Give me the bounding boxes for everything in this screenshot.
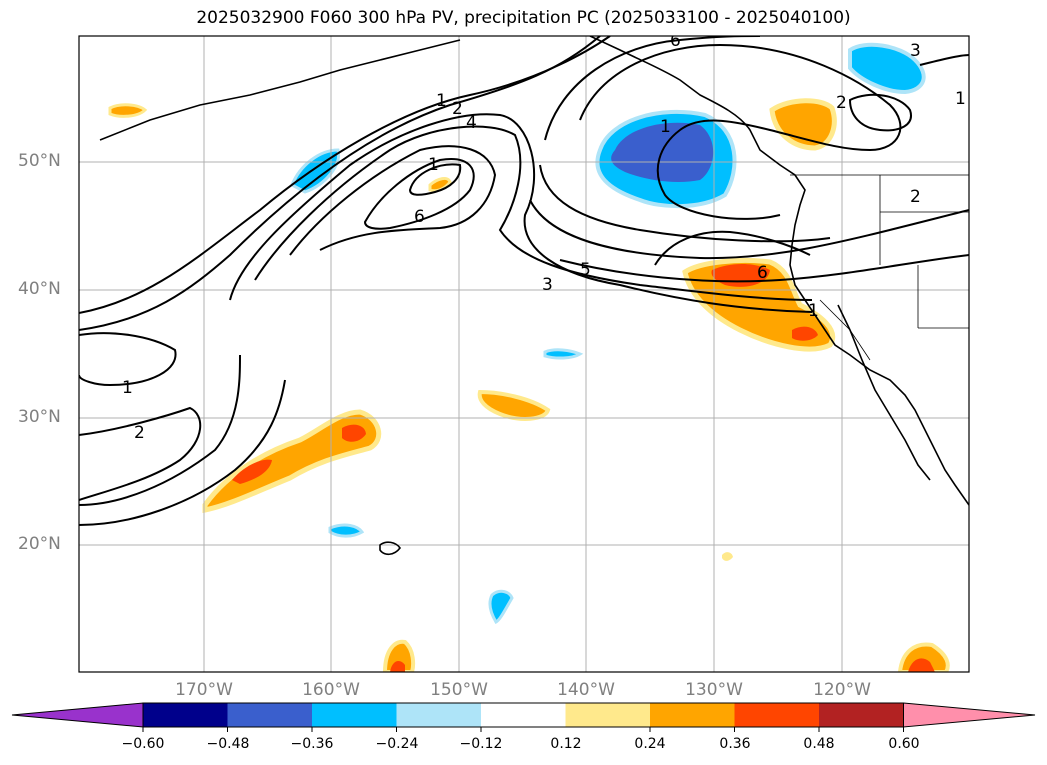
precip-neg-patch-3 — [328, 523, 365, 538]
lat-label-30n: 30°N — [18, 407, 61, 427]
state-borders — [790, 174, 969, 361]
map-frame — [78, 35, 970, 673]
pv-contour-11 — [559, 254, 969, 283]
lon-label-130w: 130°W — [685, 680, 743, 700]
pv-contour-6 — [363, 158, 475, 230]
precip-pos-patch-5-core — [390, 660, 405, 672]
precip-neg-patch-2 — [543, 348, 584, 360]
colorbar-segment — [734, 703, 820, 727]
pv-contour-3 — [229, 113, 813, 313]
contour-label: 2 — [452, 99, 463, 119]
coastlines — [99, 36, 969, 556]
colorbar-segment — [650, 703, 735, 727]
precip-pos-subtropical — [202, 409, 382, 514]
contour-label: 2 — [836, 93, 847, 113]
coastline-baja — [837, 304, 931, 481]
colorbar-tick-label: −0.36 — [290, 736, 334, 752]
coastline-north-america — [589, 36, 969, 506]
pv-contour-13 — [79, 332, 177, 387]
lat-label-40n: 40°N — [18, 279, 61, 299]
pv-contour-8 — [579, 43, 902, 220]
precip-pos-california-core-2 — [792, 326, 818, 341]
contour-label: 4 — [466, 113, 477, 133]
contour-label: 6 — [414, 207, 425, 227]
lon-label-170w: 170°W — [175, 680, 233, 700]
pv-contour-14 — [79, 406, 202, 501]
lat-label-20n: 20°N — [18, 534, 61, 554]
colorbar-tick-label: 0.12 — [550, 736, 582, 752]
contour-label: 6 — [757, 263, 768, 283]
pv-contours — [79, 36, 969, 526]
contour-label: 2 — [910, 187, 921, 207]
colorbar-tick-label: 0.36 — [719, 736, 751, 752]
colorbar-extend-left — [11, 702, 144, 728]
precip-pos-subtropical-core-2 — [342, 424, 366, 442]
colorbar-segment — [396, 703, 482, 727]
pv-contour-5 — [289, 145, 497, 256]
colorbar-extend-right — [903, 702, 1036, 728]
contour-label: 1 — [955, 89, 966, 109]
contour-label: 1 — [428, 155, 439, 175]
coastline-hawaii — [379, 541, 401, 556]
contour-label: 3 — [910, 41, 921, 61]
colorbar-tick-label: −0.24 — [375, 736, 419, 752]
precip-pos-patch-2 — [769, 98, 837, 151]
colorbar-tick-label: −0.12 — [459, 736, 503, 752]
lon-label-140w: 140°W — [557, 680, 615, 700]
contour-label: 1 — [808, 301, 819, 321]
map-title: 2025032900 F060 300 hPa PV, precipitatio… — [196, 8, 851, 28]
pv-contour-4 — [254, 125, 813, 301]
colorbar-tick-label: 0.24 — [634, 736, 666, 752]
precip-pos-patch-6-core — [908, 658, 935, 672]
colorbar-segment — [819, 703, 904, 727]
precip-pos-patch-3 — [108, 103, 148, 118]
lon-label-120w: 120°W — [813, 680, 871, 700]
contour-label: 1 — [122, 378, 133, 398]
coastline-aleutians — [99, 39, 461, 141]
map-frame-bg — [79, 36, 969, 672]
colorbar-outline — [142, 702, 904, 728]
lon-label-160w: 160°W — [302, 680, 360, 700]
pv-contour-2 — [79, 36, 601, 331]
colorbar-segment — [227, 703, 313, 727]
precip-pos-subtropical-core-1 — [232, 459, 272, 484]
contour-label: 2 — [134, 423, 145, 443]
lon-label-150w: 150°W — [430, 680, 488, 700]
lat-label-50n: 50°N — [18, 151, 61, 171]
pv-contour-12 — [654, 230, 811, 266]
colorbar-tick-label: 0.48 — [803, 736, 835, 752]
contour-labels: 1 2 4 1 6 6 5 3 1 2 3 1 2 6 1 1 2 — [122, 31, 966, 443]
pv-contour-10 — [529, 199, 969, 260]
colorbar — [11, 702, 1036, 732]
colorbar-segment — [312, 703, 397, 727]
colorbar-segment — [481, 703, 566, 727]
contour-label: 1 — [660, 117, 671, 137]
precip-pos-patch-5 — [382, 639, 416, 672]
pv-contour-15 — [79, 354, 241, 506]
pv-contour-7 — [408, 163, 462, 196]
contour-label: 1 — [436, 91, 447, 111]
colorbar-tick-label: 0.60 — [888, 736, 920, 752]
gridlines — [79, 36, 969, 672]
contour-label: 5 — [580, 260, 591, 280]
colorbar-tick-label: −0.48 — [206, 736, 250, 752]
precip-pos-patch-7 — [722, 552, 733, 561]
pv-contour-18 — [919, 54, 969, 66]
precip-neg-ne — [848, 42, 926, 95]
colorbar-segment — [565, 703, 651, 727]
precip-pos-patch-4 — [428, 176, 452, 193]
pv-contour-16 — [79, 379, 286, 526]
contour-label: 6 — [670, 31, 681, 51]
colorbar-tick-label: −0.60 — [121, 736, 165, 752]
colorbar-segment — [143, 703, 228, 727]
border-state-5 — [819, 299, 871, 361]
precip-neg-patch-4 — [488, 589, 514, 624]
pv-contour-17 — [848, 93, 912, 132]
contour-label: 3 — [542, 275, 553, 295]
